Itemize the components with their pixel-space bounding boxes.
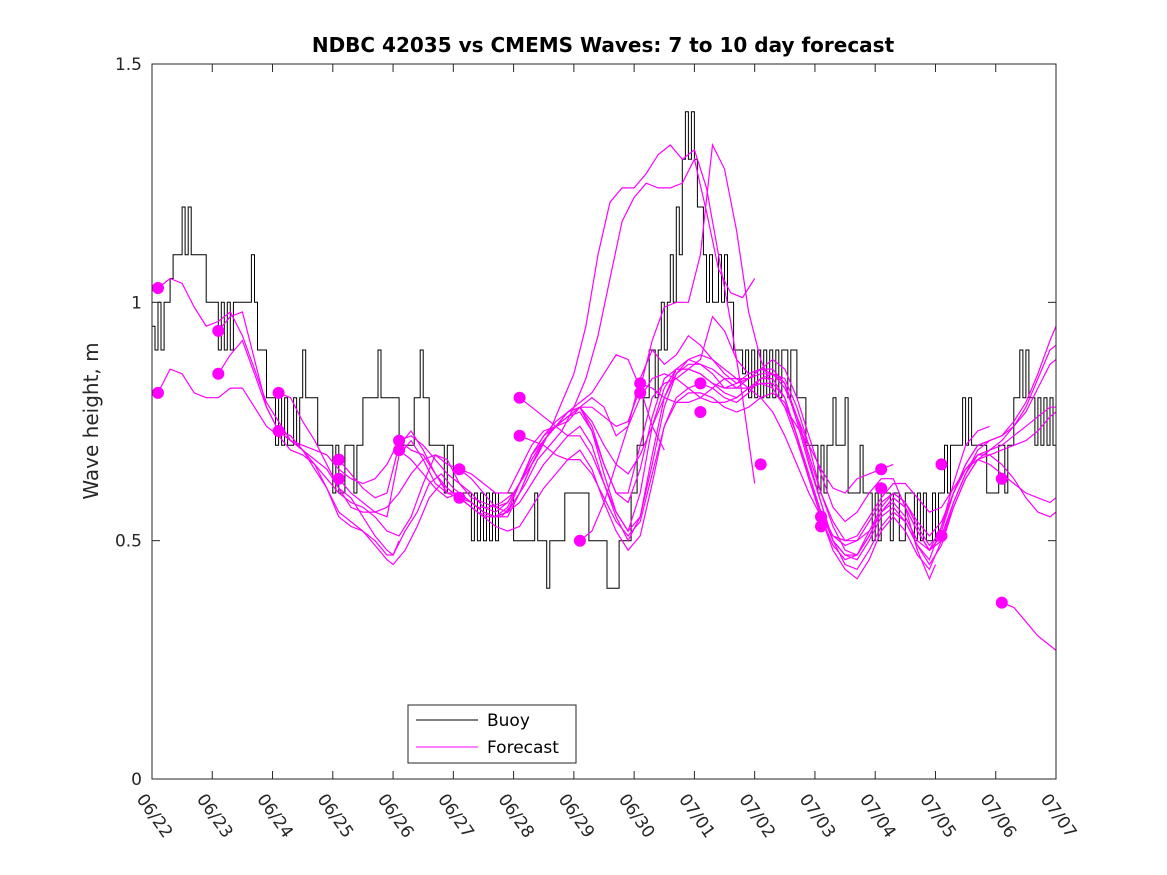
buoy-line xyxy=(152,111,1056,589)
forecast-start-point-15 xyxy=(573,534,586,547)
forecast-start-point-28 xyxy=(995,596,1008,609)
forecast-line-16 xyxy=(639,378,1056,542)
legend: Buoy Forecast xyxy=(407,704,577,764)
forecast-start-point-17 xyxy=(634,386,647,399)
plot-frame xyxy=(151,63,1057,780)
forecast-start-point-11 xyxy=(453,463,466,476)
forecast-start-point-19 xyxy=(694,406,707,418)
series-layer xyxy=(152,111,1056,652)
forecast-start-point-1 xyxy=(152,282,164,294)
y-tick-label: 0 xyxy=(131,770,142,790)
forecast-start-point-10 xyxy=(393,444,406,457)
forecast-start-point-16 xyxy=(634,377,647,390)
forecast-start-point-23 xyxy=(875,463,888,476)
forecast-start-markers xyxy=(152,282,1008,609)
legend-forecast-label: Forecast xyxy=(487,738,559,758)
forecast-start-point-4 xyxy=(212,367,225,380)
forecast-start-point-6 xyxy=(272,425,285,437)
forecast-start-point-12 xyxy=(453,491,466,504)
forecast-start-point-14 xyxy=(513,429,526,442)
forecast-start-point-20 xyxy=(754,458,767,471)
forecast-start-point-18 xyxy=(694,377,707,390)
forecast-start-point-21 xyxy=(815,510,827,523)
forecast-start-point-24 xyxy=(875,482,888,495)
forecast-line-11 xyxy=(459,344,1056,571)
legend-buoy-label: Buoy xyxy=(487,711,530,731)
y-axis-label: Wave height, m xyxy=(79,342,103,499)
forecast-line-15 xyxy=(579,373,1056,547)
y-tick-label: 1 xyxy=(131,293,142,313)
forecast-start-point-8 xyxy=(332,472,345,485)
forecast-start-point-27 xyxy=(995,472,1008,485)
forecast-line-3 xyxy=(217,157,756,566)
forecast-line-2 xyxy=(157,354,665,537)
forecast-line-5 xyxy=(278,142,810,513)
forecast-line-17 xyxy=(1001,602,1056,652)
forecast-start-point-2 xyxy=(152,386,164,399)
forecast-line-1 xyxy=(157,277,400,556)
forecast-start-point-25 xyxy=(935,458,948,471)
legend-box xyxy=(407,704,577,764)
forecast-start-point-5 xyxy=(272,386,285,399)
forecast-start-point-7 xyxy=(332,453,345,466)
chart-title: NDBC 42035 vs CMEMS Waves: 7 to 10 day f… xyxy=(312,33,895,57)
forecast-line-12 xyxy=(459,358,1056,556)
forecast-start-point-9 xyxy=(393,434,406,447)
forecast-start-point-26 xyxy=(935,529,948,542)
forecast-start-point-13 xyxy=(513,391,526,404)
forecast-start-point-22 xyxy=(815,520,827,533)
y-tick-label: 0.5 xyxy=(115,532,142,552)
y-tick-label: 1.5 xyxy=(115,55,142,75)
forecast-line-7 xyxy=(338,315,937,581)
forecast-start-point-3 xyxy=(212,324,225,337)
